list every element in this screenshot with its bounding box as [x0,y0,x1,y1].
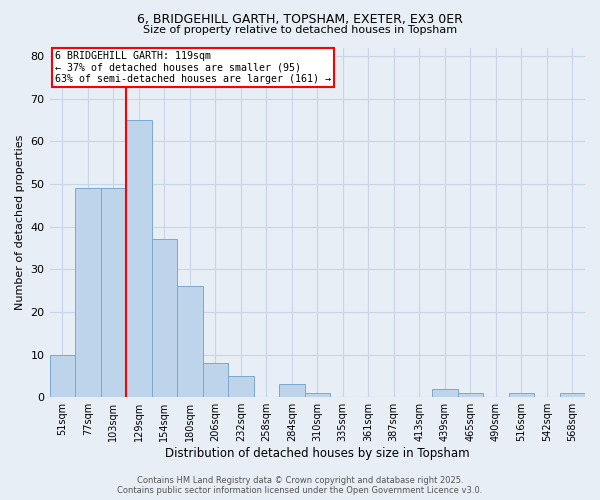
X-axis label: Distribution of detached houses by size in Topsham: Distribution of detached houses by size … [165,447,470,460]
Text: Size of property relative to detached houses in Topsham: Size of property relative to detached ho… [143,25,457,35]
Bar [177,286,203,397]
Bar [305,393,330,397]
Bar [279,384,305,397]
Bar [126,120,152,397]
Bar [458,393,483,397]
Bar [101,188,126,397]
Bar [509,393,534,397]
Bar [50,354,75,397]
Text: Contains HM Land Registry data © Crown copyright and database right 2025.
Contai: Contains HM Land Registry data © Crown c… [118,476,482,495]
Bar [560,393,585,397]
Y-axis label: Number of detached properties: Number of detached properties [15,134,25,310]
Bar [432,388,458,397]
Text: 6, BRIDGEHILL GARTH, TOPSHAM, EXETER, EX3 0ER: 6, BRIDGEHILL GARTH, TOPSHAM, EXETER, EX… [137,12,463,26]
Text: 6 BRIDGEHILL GARTH: 119sqm
← 37% of detached houses are smaller (95)
63% of semi: 6 BRIDGEHILL GARTH: 119sqm ← 37% of deta… [55,51,331,84]
Bar [152,240,177,397]
Bar [203,363,228,397]
Bar [75,188,101,397]
Bar [228,376,254,397]
